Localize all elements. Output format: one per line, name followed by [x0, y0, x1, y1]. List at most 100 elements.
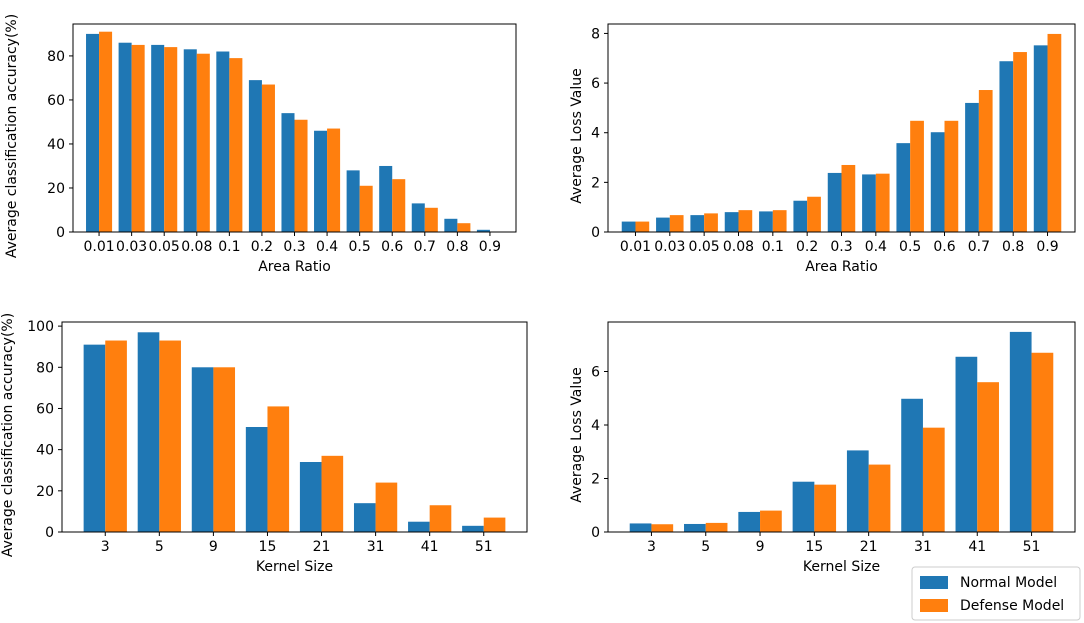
- y-tick-label: 2: [591, 471, 600, 487]
- bar-defense-0.05: [704, 213, 718, 232]
- bar-defense-15: [267, 406, 290, 532]
- y-tick-label: 20: [47, 181, 65, 197]
- bar-normal-0.7: [411, 203, 425, 232]
- chart-panel-4: 3 5 9 15 21 31 41 51 0 2 4 6 Kernel Size Average Loss…: [569, 321, 1076, 575]
- x-tick-label: 3: [101, 539, 110, 555]
- bar-defense-15: [814, 484, 837, 532]
- bar-defense-0.03: [669, 215, 684, 232]
- bar-defense-0.2: [807, 196, 821, 232]
- bar-normal-51: [462, 525, 484, 532]
- bar-defense-0.5: [359, 185, 373, 232]
- bar-defense-5: [705, 522, 728, 532]
- bar-defense-0.9: [1047, 33, 1062, 233]
- x-tick-label: 21: [860, 539, 878, 555]
- x-tick-label: 0.08: [181, 239, 212, 255]
- bar-defense-0.05: [164, 47, 178, 232]
- bar-normal-51: [1009, 331, 1032, 532]
- bar-defense-21: [868, 464, 891, 532]
- x-tick-label: 0.7: [968, 239, 990, 255]
- x-tick-label: 0.2: [796, 239, 818, 255]
- y-tick-label: 4: [591, 418, 600, 434]
- x-tick-label: 0.1: [762, 239, 784, 255]
- bar-normal-5: [137, 332, 160, 532]
- x-tick-label: 5: [155, 539, 164, 555]
- bar-normal-0.2: [793, 200, 808, 232]
- bar-defense-41: [977, 382, 999, 532]
- bar-normal-0.03: [118, 42, 132, 233]
- bar-defense-0.6: [392, 179, 406, 232]
- x-tick-label: 0.6: [381, 239, 403, 255]
- bar-normal-0.5: [896, 143, 911, 232]
- y-tick-label: 100: [27, 319, 54, 335]
- x-tick-label: 0.9: [479, 239, 501, 255]
- bar-defense-0.1: [229, 58, 243, 233]
- bar-normal-0.08: [724, 212, 739, 232]
- x-axis-label: Area Ratio: [258, 259, 331, 275]
- bar-defense-0.08: [738, 210, 753, 232]
- bar-normal-3: [83, 344, 106, 532]
- bar-normal-21: [299, 462, 322, 532]
- x-tick-label: 41: [968, 539, 986, 555]
- bar-normal-0.1: [216, 51, 230, 233]
- x-tick-label: 0.05: [149, 239, 180, 255]
- y-tick-label: 0: [591, 525, 600, 541]
- x-tick-label: 0.4: [316, 239, 338, 255]
- bar-normal-0.8: [999, 61, 1014, 233]
- x-tick-label: 0.3: [830, 239, 852, 255]
- bar-defense-0.3: [841, 164, 856, 232]
- x-tick-label: 21: [313, 539, 331, 555]
- y-tick-label: 4: [591, 126, 600, 142]
- y-axis-label: Average Loss Value: [569, 68, 585, 204]
- x-axis-label: Kernel Size: [803, 559, 880, 575]
- x-tick-label: 15: [259, 539, 277, 555]
- x-tick-label: 0.03: [654, 239, 685, 255]
- bar-normal-0.8: [444, 218, 458, 232]
- chart-panel-2: 0.01 0.03 0.05 0.08 0.1 0.2 0.3 0.4 0.5 0.6 0.7 0.8…: [569, 23, 1076, 275]
- bar-defense-0.3: [294, 119, 308, 232]
- x-tick-label: 0.1: [218, 239, 240, 255]
- bar-normal-0.6: [379, 165, 393, 232]
- x-tick-label: 51: [1023, 539, 1041, 555]
- bar-normal-0.7: [965, 102, 979, 233]
- bar-normal-0.2: [248, 80, 262, 232]
- legend-frame: [911, 566, 1081, 621]
- y-tick-label: 60: [47, 93, 65, 109]
- x-tick-label: 0.2: [251, 239, 273, 255]
- y-tick-label: 40: [47, 137, 65, 153]
- y-tick-label: 8: [591, 26, 600, 42]
- y-tick-label: 60: [36, 401, 54, 417]
- y-tick-label: 6: [591, 76, 600, 92]
- x-tick-label: 3: [647, 539, 656, 555]
- chart-panel-1: 0.01 0.03 0.05 0.08 0.1 0.2 0.3 0.4 0.5 0.6 0.7 0.8…: [4, 14, 517, 275]
- legend-swatch-defense: [920, 599, 948, 612]
- bar-defense-0.8: [1013, 52, 1027, 232]
- bar-defense-0.01: [635, 221, 650, 232]
- bar-normal-3: [629, 523, 652, 532]
- bar-defense-9: [760, 510, 782, 532]
- x-tick-label: 15: [805, 539, 823, 555]
- bar-normal-0.08: [183, 49, 197, 233]
- bar-normal-31: [901, 398, 923, 532]
- y-tick-label: 20: [36, 484, 54, 500]
- x-tick-label: 0.3: [283, 239, 305, 255]
- bar-defense-51: [483, 517, 506, 532]
- x-axis-label: Area Ratio: [805, 259, 878, 275]
- bar-normal-0.9: [1033, 45, 1048, 232]
- bar-normal-0.3: [827, 172, 842, 232]
- x-tick-label: 31: [367, 539, 385, 555]
- bar-normal-0.5: [346, 170, 360, 232]
- x-tick-label: 0.05: [689, 239, 720, 255]
- bar-defense-21: [321, 455, 344, 532]
- x-tick-label: 0.8: [1002, 239, 1024, 255]
- bar-defense-0.01: [99, 31, 113, 233]
- bar-normal-15: [245, 427, 268, 532]
- bar-defense-0.03: [131, 44, 145, 232]
- bar-defense-3: [651, 524, 674, 532]
- x-tick-label: 0.5: [349, 239, 371, 255]
- x-tick-label: 5: [701, 539, 710, 555]
- bar-normal-31: [353, 503, 376, 532]
- x-tick-label: 0.6: [933, 239, 955, 255]
- y-tick-label: 0: [45, 525, 54, 541]
- bar-normal-21: [846, 450, 869, 532]
- x-tick-label: 0.03: [116, 239, 147, 255]
